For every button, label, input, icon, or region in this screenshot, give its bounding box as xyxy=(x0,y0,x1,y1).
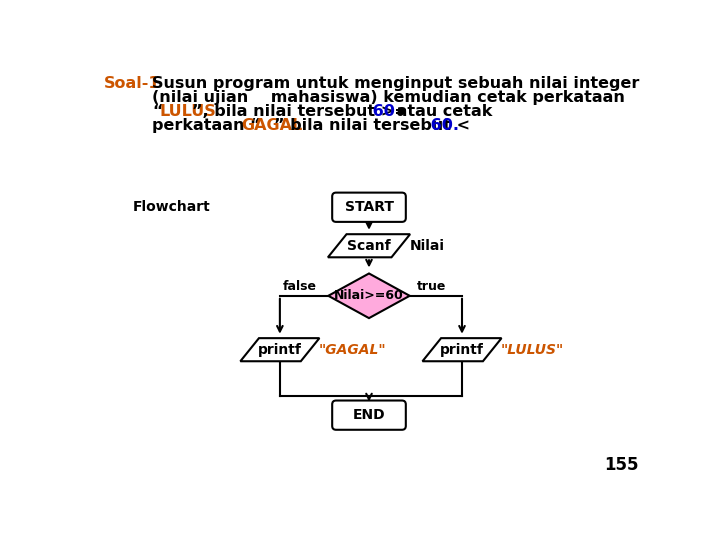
Text: printf: printf xyxy=(258,343,302,357)
Text: Scanf: Scanf xyxy=(347,239,391,253)
Polygon shape xyxy=(328,234,410,257)
Text: GAGAL: GAGAL xyxy=(241,118,302,133)
Polygon shape xyxy=(423,338,502,361)
Text: 60.: 60. xyxy=(425,118,459,133)
Text: (nilai ujian    mahasiswa) kemudian cetak perkataan: (nilai ujian mahasiswa) kemudian cetak p… xyxy=(152,90,625,105)
Text: “: “ xyxy=(152,104,163,119)
Text: 155: 155 xyxy=(604,456,639,475)
Text: 60: 60 xyxy=(367,104,395,119)
Text: true: true xyxy=(417,280,446,293)
Text: perkataan “: perkataan “ xyxy=(152,118,261,133)
Text: ” bila nilai tersebut <: ” bila nilai tersebut < xyxy=(274,118,471,133)
Text: Nilai>=60: Nilai>=60 xyxy=(334,289,404,302)
Text: false: false xyxy=(282,280,316,293)
FancyBboxPatch shape xyxy=(332,193,406,222)
Text: START: START xyxy=(344,200,394,214)
Text: Flowchart: Flowchart xyxy=(132,200,210,214)
Text: printf: printf xyxy=(440,343,484,357)
Text: atau cetak: atau cetak xyxy=(391,104,492,119)
Text: Soal-1: Soal-1 xyxy=(104,76,161,91)
Text: LULUS: LULUS xyxy=(160,104,217,119)
FancyBboxPatch shape xyxy=(332,401,406,430)
Text: ”, bila nilai tersebut >=: ”, bila nilai tersebut >= xyxy=(192,104,408,119)
Text: END: END xyxy=(353,408,385,422)
Text: "GAGAL": "GAGAL" xyxy=(319,343,386,357)
Polygon shape xyxy=(328,273,410,318)
Polygon shape xyxy=(240,338,320,361)
Text: Susun program untuk menginput sebuah nilai integer: Susun program untuk menginput sebuah nil… xyxy=(152,76,639,91)
Text: "LULUS": "LULUS" xyxy=(500,343,564,357)
Text: Nilai: Nilai xyxy=(410,239,445,253)
